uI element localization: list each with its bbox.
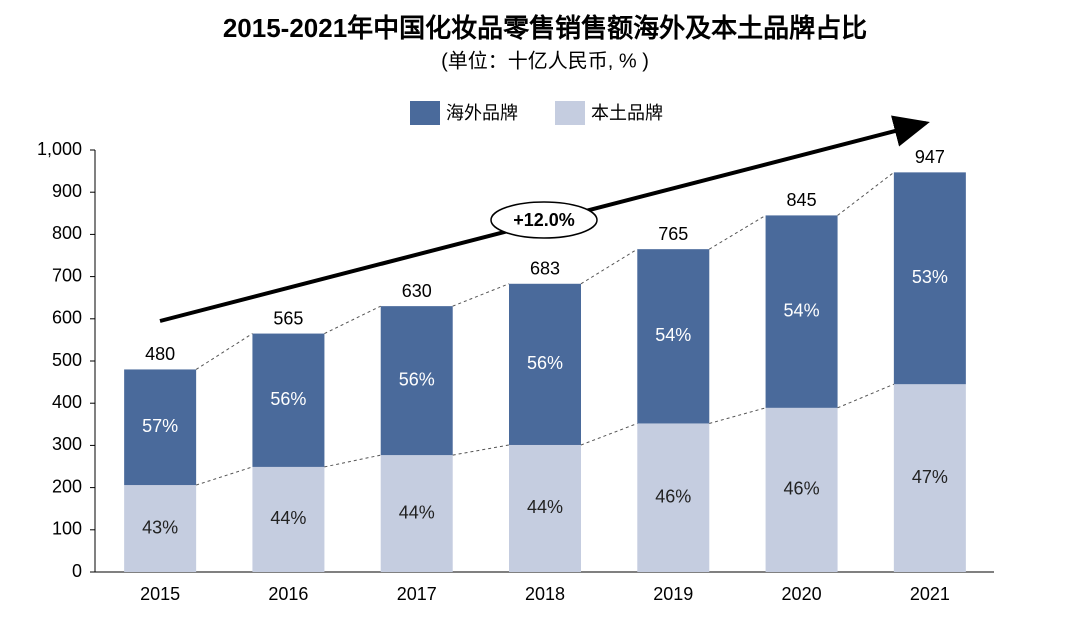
x-tick-label: 2016 bbox=[268, 584, 308, 604]
bar-segment bbox=[124, 485, 197, 572]
percent-label: 54% bbox=[784, 300, 820, 320]
bar-segment bbox=[380, 306, 453, 456]
y-tick-label: 0 bbox=[72, 561, 82, 581]
connector-line bbox=[452, 283, 510, 307]
percent-label: 54% bbox=[655, 325, 691, 345]
bar-segment bbox=[765, 407, 838, 572]
bar-segment bbox=[637, 423, 710, 572]
legend-label: 海外品牌 bbox=[446, 103, 518, 123]
connector-line bbox=[195, 333, 253, 370]
percent-label: 44% bbox=[527, 497, 563, 517]
bar-segment bbox=[380, 455, 453, 572]
percent-label: 56% bbox=[399, 369, 435, 389]
total-label: 565 bbox=[273, 308, 303, 328]
bar-segment bbox=[893, 384, 966, 572]
percent-label: 43% bbox=[142, 517, 178, 537]
annotation: +12.0% bbox=[513, 210, 575, 230]
y-tick-label: 700 bbox=[52, 265, 82, 285]
y-tick-label: 900 bbox=[52, 181, 82, 201]
annotation-bubble bbox=[490, 201, 598, 239]
total-label: 630 bbox=[402, 281, 432, 301]
bar-segment bbox=[252, 333, 325, 467]
connector-line bbox=[709, 214, 766, 250]
x-tick-label: 2019 bbox=[653, 584, 693, 604]
connector-line bbox=[837, 171, 895, 216]
x-tick-label: 2021 bbox=[910, 584, 950, 604]
bar-segment bbox=[637, 249, 710, 424]
y-tick-label: 800 bbox=[52, 223, 82, 243]
legend-swatch bbox=[555, 101, 585, 125]
connector-line bbox=[580, 248, 638, 285]
total-label: 845 bbox=[787, 190, 817, 210]
y-tick-label: 200 bbox=[52, 476, 82, 496]
connector-line bbox=[452, 444, 510, 456]
y-tick-label: 500 bbox=[52, 350, 82, 370]
percent-label: 44% bbox=[399, 502, 435, 522]
connector-line bbox=[709, 407, 766, 424]
percent-label: 56% bbox=[527, 353, 563, 373]
connector-line bbox=[324, 305, 381, 335]
y-tick-label: 400 bbox=[52, 392, 82, 412]
percent-label: 46% bbox=[655, 486, 691, 506]
bar-segment bbox=[509, 444, 581, 572]
connector-line bbox=[580, 422, 638, 446]
percent-label: 46% bbox=[784, 479, 820, 499]
x-tick-label: 2015 bbox=[140, 584, 180, 604]
bar-segment bbox=[893, 172, 966, 385]
bar-segment bbox=[509, 283, 581, 445]
total-label: 480 bbox=[145, 344, 175, 364]
bar-segment bbox=[765, 215, 838, 408]
chart-subtitle: (单位：十亿人民币, % ) bbox=[441, 49, 649, 72]
total-label: 683 bbox=[530, 259, 560, 279]
y-tick-label: 300 bbox=[52, 434, 82, 454]
bar-segment bbox=[252, 466, 325, 572]
chart-title: 2015-2021年中国化妆品零售销售额海外及本土品牌占比 bbox=[223, 13, 867, 43]
y-tick-label: 600 bbox=[52, 308, 82, 328]
x-tick-label: 2018 bbox=[525, 584, 565, 604]
total-label: 765 bbox=[658, 224, 688, 244]
percent-label: 56% bbox=[270, 389, 306, 409]
percent-label: 53% bbox=[912, 267, 948, 287]
y-tick-label: 100 bbox=[52, 519, 82, 539]
connector-line bbox=[837, 383, 895, 409]
total-label: 947 bbox=[915, 147, 945, 167]
legend-label: 本土品牌 bbox=[591, 103, 663, 123]
connector-line bbox=[195, 466, 253, 486]
y-tick-label: 1,000 bbox=[37, 139, 82, 159]
percent-label: 57% bbox=[142, 416, 178, 436]
percent-label: 44% bbox=[270, 508, 306, 528]
percent-label: 47% bbox=[912, 467, 948, 487]
legend-swatch bbox=[410, 101, 440, 125]
connector-line bbox=[324, 454, 381, 468]
bar-segment bbox=[124, 369, 197, 486]
x-tick-label: 2020 bbox=[782, 584, 822, 604]
x-tick-label: 2017 bbox=[397, 584, 437, 604]
